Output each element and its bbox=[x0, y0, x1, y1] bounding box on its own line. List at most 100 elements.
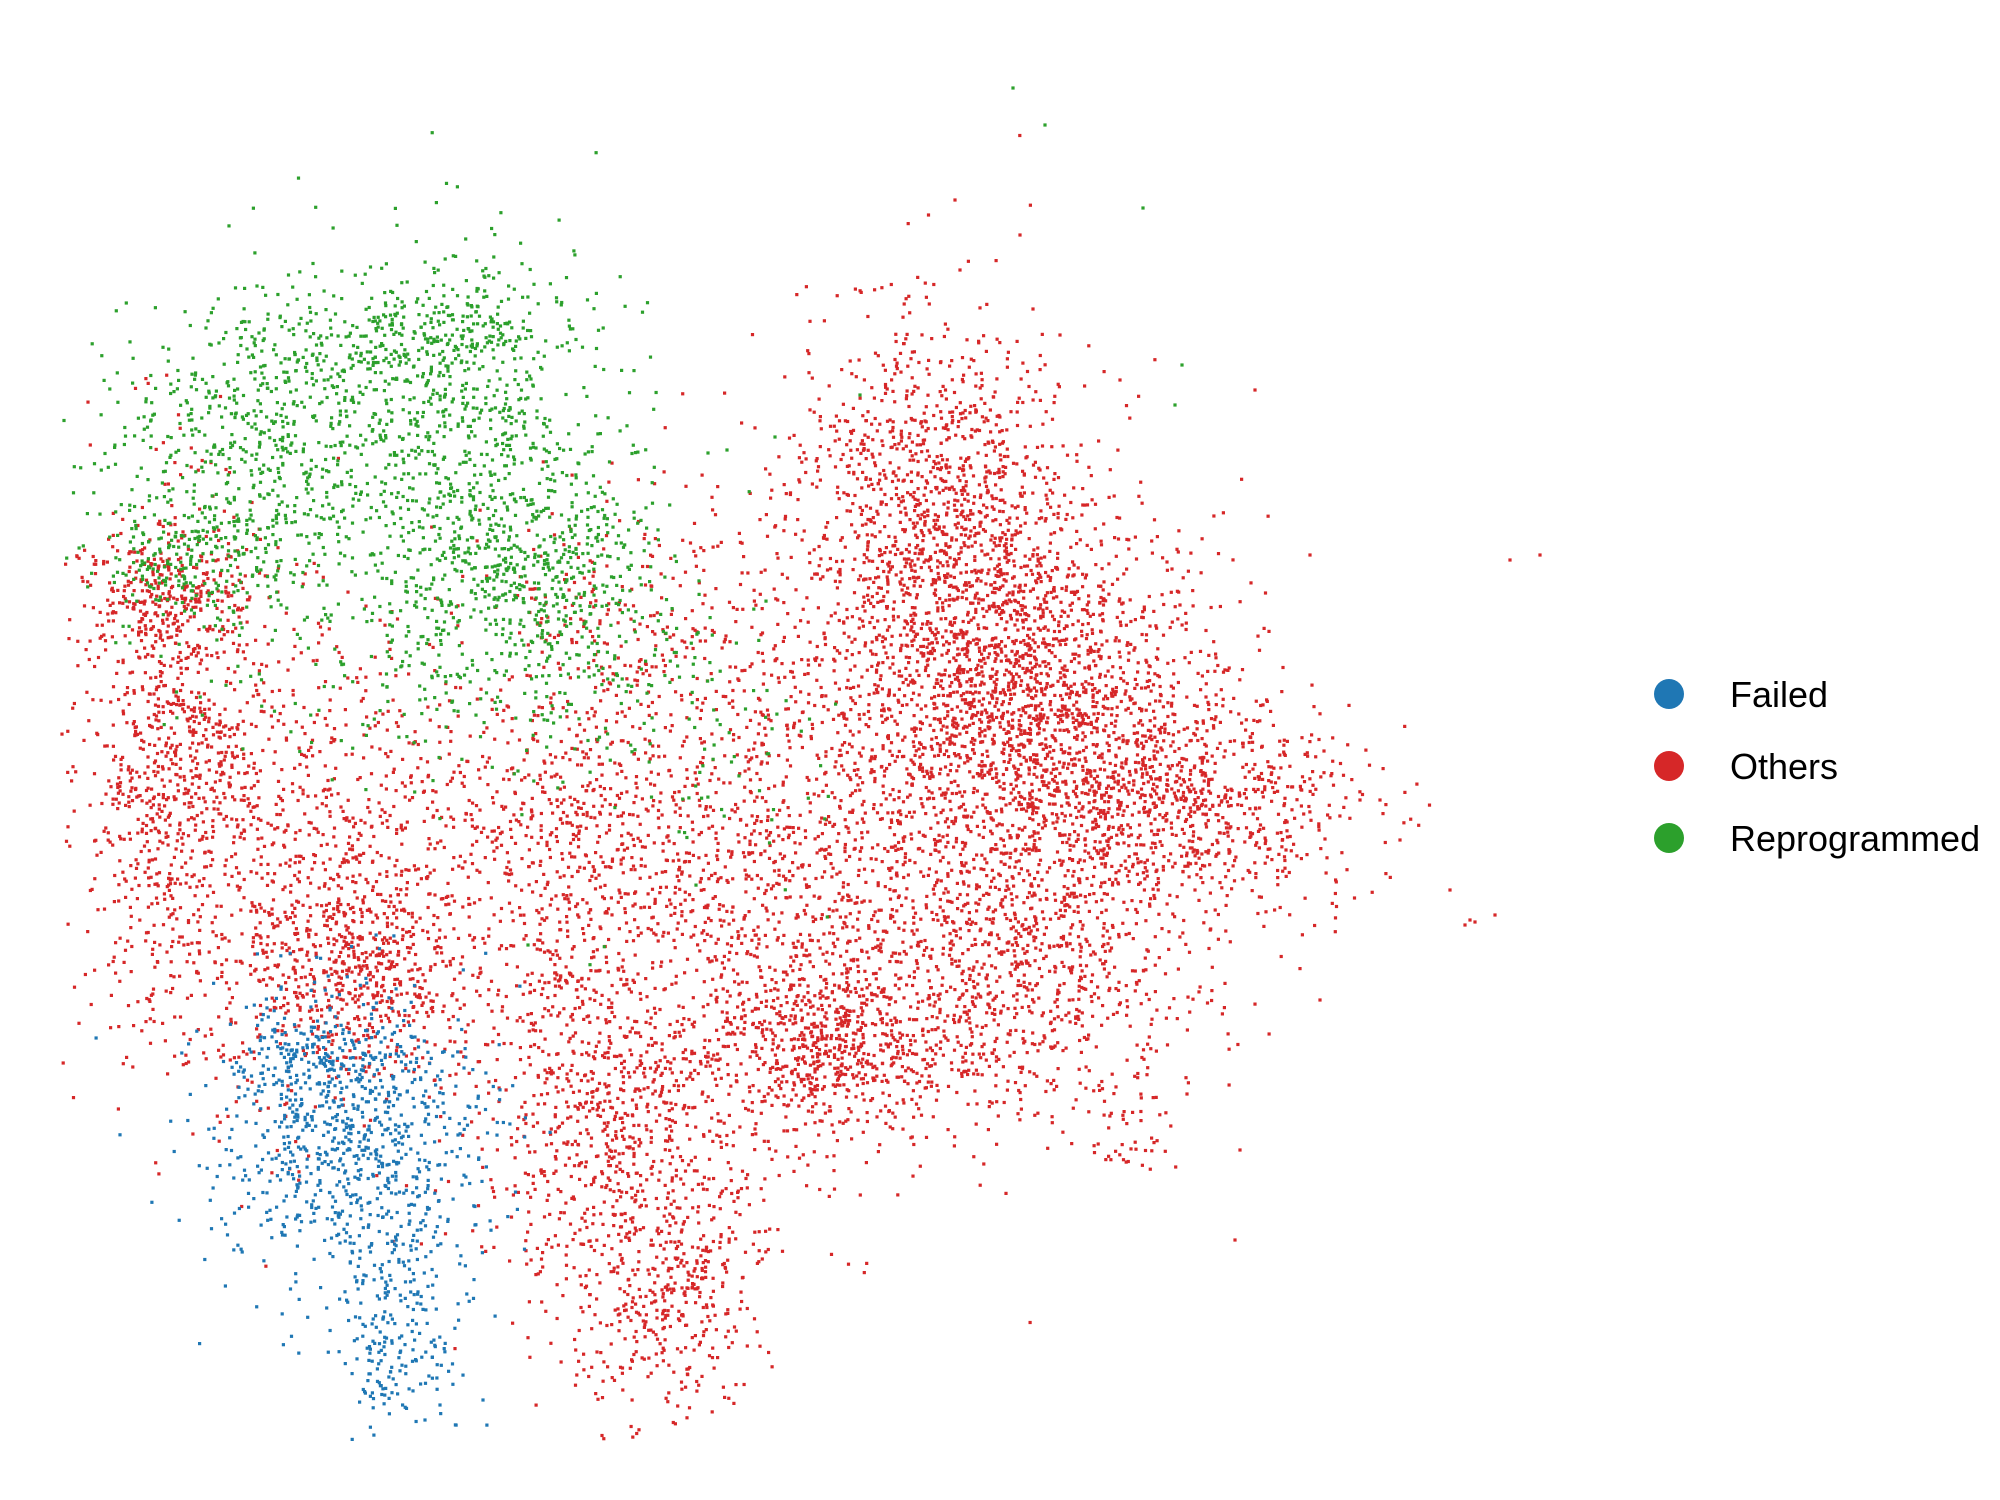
point-others bbox=[878, 967, 882, 971]
point-others bbox=[181, 707, 185, 711]
point-others bbox=[138, 918, 142, 922]
point-others bbox=[768, 831, 773, 835]
point-others bbox=[297, 870, 301, 874]
point-others bbox=[784, 775, 788, 779]
point-others bbox=[152, 761, 157, 765]
point-others bbox=[361, 964, 365, 968]
point-others bbox=[74, 770, 78, 774]
point-others bbox=[336, 872, 340, 876]
point-others bbox=[416, 979, 420, 984]
point-others bbox=[591, 1222, 595, 1226]
point-others bbox=[315, 903, 319, 907]
point-others bbox=[850, 810, 854, 814]
point-others bbox=[207, 698, 211, 702]
point-others bbox=[547, 798, 551, 802]
point-others bbox=[587, 1053, 591, 1057]
point-others bbox=[776, 825, 780, 829]
point-others bbox=[776, 1022, 780, 1026]
point-others bbox=[619, 1258, 624, 1262]
point-others bbox=[821, 789, 825, 793]
point-others bbox=[155, 685, 159, 689]
point-others bbox=[522, 1071, 526, 1075]
point-others bbox=[299, 651, 303, 655]
point-others bbox=[445, 782, 449, 787]
point-others bbox=[596, 1113, 600, 1117]
point-others bbox=[569, 1115, 573, 1119]
point-others bbox=[815, 851, 819, 855]
point-others bbox=[188, 615, 192, 619]
point-others bbox=[357, 860, 362, 864]
point-others bbox=[832, 1187, 837, 1191]
point-others bbox=[326, 788, 330, 792]
point-others bbox=[661, 841, 665, 846]
point-others bbox=[323, 716, 327, 721]
point-others bbox=[355, 857, 359, 861]
point-others bbox=[562, 874, 566, 878]
point-others bbox=[750, 756, 754, 760]
point-others bbox=[95, 623, 99, 627]
point-others bbox=[334, 1032, 338, 1036]
point-others bbox=[592, 1177, 596, 1181]
point-others bbox=[588, 1239, 592, 1243]
point-others bbox=[742, 1032, 746, 1036]
point-others bbox=[427, 642, 432, 647]
point-others bbox=[223, 936, 227, 940]
point-others bbox=[130, 799, 135, 803]
point-others bbox=[211, 824, 215, 829]
point-others bbox=[314, 794, 318, 798]
point-others bbox=[171, 912, 175, 916]
point-others bbox=[167, 532, 171, 536]
point-others bbox=[660, 1351, 664, 1355]
point-others bbox=[259, 941, 263, 946]
point-others bbox=[93, 664, 97, 669]
point-others bbox=[317, 1047, 321, 1051]
point-others bbox=[711, 1071, 715, 1075]
point-others bbox=[336, 905, 340, 909]
point-others bbox=[730, 1191, 734, 1196]
point-others bbox=[527, 1055, 531, 1059]
point-others bbox=[112, 900, 116, 904]
point-others bbox=[546, 1179, 550, 1184]
point-others bbox=[615, 772, 619, 776]
point-others bbox=[420, 1003, 424, 1007]
point-others bbox=[691, 1206, 695, 1210]
point-others bbox=[220, 975, 224, 979]
point-others bbox=[643, 1323, 647, 1327]
point-others bbox=[528, 1150, 532, 1154]
point-others bbox=[332, 826, 337, 830]
point-others bbox=[283, 1102, 287, 1107]
point-others bbox=[587, 666, 591, 670]
point-others bbox=[738, 1125, 742, 1129]
point-others bbox=[388, 647, 392, 651]
point-others bbox=[157, 684, 161, 689]
point-others bbox=[294, 831, 298, 835]
point-others bbox=[421, 928, 425, 933]
point-others bbox=[218, 574, 222, 578]
point-others bbox=[601, 1222, 605, 1226]
point-others bbox=[539, 893, 543, 898]
point-others bbox=[441, 897, 445, 901]
point-others bbox=[330, 1033, 334, 1037]
point-others bbox=[444, 964, 448, 968]
point-others bbox=[146, 652, 150, 657]
point-others bbox=[307, 1009, 312, 1013]
point-others bbox=[692, 1025, 696, 1029]
point-others bbox=[553, 984, 558, 988]
point-others bbox=[543, 1007, 547, 1011]
point-others bbox=[317, 641, 321, 645]
point-others bbox=[700, 1182, 704, 1186]
point-others bbox=[137, 775, 142, 779]
point-others bbox=[528, 983, 532, 987]
point-others bbox=[600, 1185, 604, 1189]
point-others bbox=[647, 1328, 651, 1332]
point-others bbox=[606, 1159, 610, 1163]
point-others bbox=[149, 829, 153, 833]
point-others bbox=[93, 877, 97, 881]
point-others bbox=[150, 858, 154, 862]
point-others bbox=[639, 997, 643, 1001]
point-others bbox=[876, 843, 880, 847]
point-others bbox=[636, 1268, 640, 1272]
point-others bbox=[160, 638, 165, 642]
point-others bbox=[149, 817, 153, 821]
point-others bbox=[392, 767, 396, 771]
